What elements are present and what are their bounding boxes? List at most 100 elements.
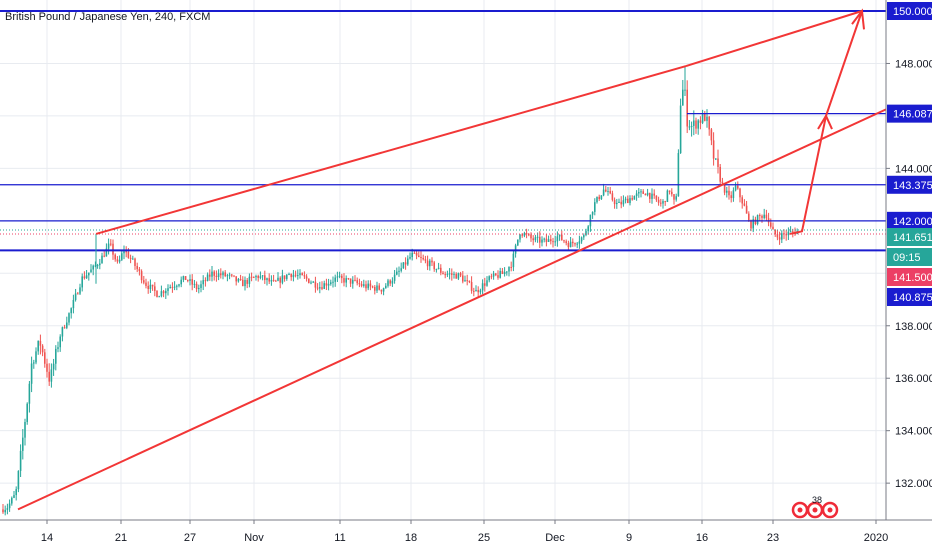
time-tick-label[interactable]: 18 — [405, 532, 417, 544]
candle-body-down — [550, 239, 552, 242]
candle-body-up — [503, 271, 506, 274]
candle-body-down — [235, 276, 237, 282]
candle-body-down — [145, 282, 147, 286]
candle-body-up — [752, 219, 754, 229]
candle-body-up — [781, 233, 783, 240]
candle-body-down — [451, 273, 453, 275]
candle-body-up — [299, 273, 301, 276]
price-tag-label: 142.000 — [893, 216, 932, 228]
time-tick-label[interactable]: 14 — [41, 532, 53, 544]
price-tick-label[interactable]: 144.000 — [895, 163, 932, 175]
candle-body-down — [415, 252, 418, 256]
candle-body-down — [561, 234, 563, 241]
candle-body-down — [253, 276, 255, 278]
candle-body-down — [378, 285, 380, 290]
logo-ring-right — [821, 501, 839, 519]
price-axis[interactable]: 132.000 134.000 136.000 138.000 144.000 148.0… — [886, 58, 932, 490]
candle-body-up — [248, 276, 251, 284]
candle-body-up — [59, 336, 61, 348]
candle-body-up — [400, 268, 402, 271]
chart-title: British Pound / Japanese Yen, 240, FXCM — [5, 11, 210, 23]
candle-body-up — [165, 290, 167, 294]
candle-body-up — [569, 241, 572, 248]
price-tag-label: 141.651 — [893, 232, 932, 244]
candle-body-down — [759, 215, 761, 217]
candle-body-up — [391, 280, 394, 284]
candle-body-down — [785, 234, 787, 236]
candle-body-up — [479, 290, 482, 293]
candle-body-up — [182, 276, 185, 280]
candle-body-up — [517, 239, 519, 246]
price-tick-label[interactable]: 132.000 — [895, 478, 932, 490]
price-tick-label[interactable]: 138.000 — [895, 321, 932, 333]
candle-body-down — [426, 260, 429, 267]
candle-body-down — [215, 275, 218, 277]
candle-body-down — [308, 278, 310, 284]
candle-body-up — [715, 158, 717, 160]
watermark-logo: 38 — [791, 495, 839, 519]
candle-body-up — [607, 191, 609, 193]
candle-body-down — [719, 166, 721, 182]
candle-body-down — [213, 271, 215, 276]
candle-body-down — [723, 183, 726, 193]
candle-body-up — [74, 293, 77, 300]
candle-body-down — [710, 129, 713, 141]
candle-body-up — [363, 284, 365, 286]
candle-body-up — [402, 262, 405, 269]
candle-body-up — [763, 214, 765, 218]
candle-body-down — [422, 257, 424, 260]
candle-body-down — [730, 195, 732, 199]
time-tick-label[interactable]: 27 — [184, 532, 196, 544]
price-tag-bg — [887, 288, 932, 306]
candle-body-down — [552, 241, 554, 243]
candle-body-down — [77, 293, 79, 295]
candle-body-up — [99, 263, 101, 266]
candle-body-up — [706, 116, 708, 121]
candle-body-down — [477, 289, 479, 293]
time-axis[interactable]: 14 21 27 Nov 11 18 25 Dec 9 16 23 2020 — [41, 520, 888, 544]
candle-body-up — [292, 274, 295, 278]
time-tick-label[interactable]: 23 — [767, 532, 779, 544]
price-tick-label[interactable]: 148.000 — [895, 58, 932, 70]
candle-body-up — [327, 283, 330, 286]
candle-body-up — [596, 196, 598, 203]
candle-body-up — [22, 437, 24, 451]
candle-body-down — [374, 287, 376, 291]
price-tick-label[interactable]: 134.000 — [895, 426, 932, 438]
candle-body-up — [72, 299, 75, 309]
time-tick-label[interactable]: Dec — [545, 532, 565, 544]
candle-body-down — [147, 285, 149, 290]
candle-body-down — [83, 276, 86, 279]
axes — [0, 0, 932, 521]
candle-body-down — [246, 279, 248, 284]
time-tick-label[interactable]: 25 — [478, 532, 490, 544]
candle-body-down — [321, 287, 323, 289]
candle-body-up — [618, 201, 620, 203]
candle-body-up — [198, 287, 200, 290]
time-tick-label[interactable]: 2020 — [864, 532, 888, 544]
candle-body-up — [464, 280, 466, 282]
time-tick-label[interactable]: 9 — [626, 532, 632, 544]
candle-body-up — [396, 271, 398, 275]
candle-body-up — [222, 272, 224, 276]
candle-body-down — [134, 258, 136, 266]
time-tick-label[interactable]: 11 — [334, 532, 345, 544]
candle-body-down — [776, 234, 779, 238]
candle-body-up — [200, 284, 202, 288]
candle-body-down — [532, 238, 534, 241]
candle-body-up — [558, 234, 561, 237]
candle-body-down — [598, 196, 600, 200]
time-tick-label[interactable]: Nov — [244, 532, 264, 544]
candle-body-down — [143, 280, 145, 283]
candle-body-down — [717, 158, 719, 167]
candle-body-down — [778, 237, 781, 240]
candle-body-up — [393, 274, 396, 281]
candle-body-up — [352, 279, 354, 284]
candle-body-up — [726, 190, 728, 193]
time-tick-label[interactable]: 16 — [696, 532, 708, 544]
price-tick-label[interactable]: 136.000 — [895, 373, 932, 385]
candle-body-up — [259, 276, 262, 278]
time-tick-label[interactable]: 21 — [115, 532, 127, 544]
candle-body-up — [158, 296, 160, 298]
candle-body-up — [149, 284, 152, 290]
